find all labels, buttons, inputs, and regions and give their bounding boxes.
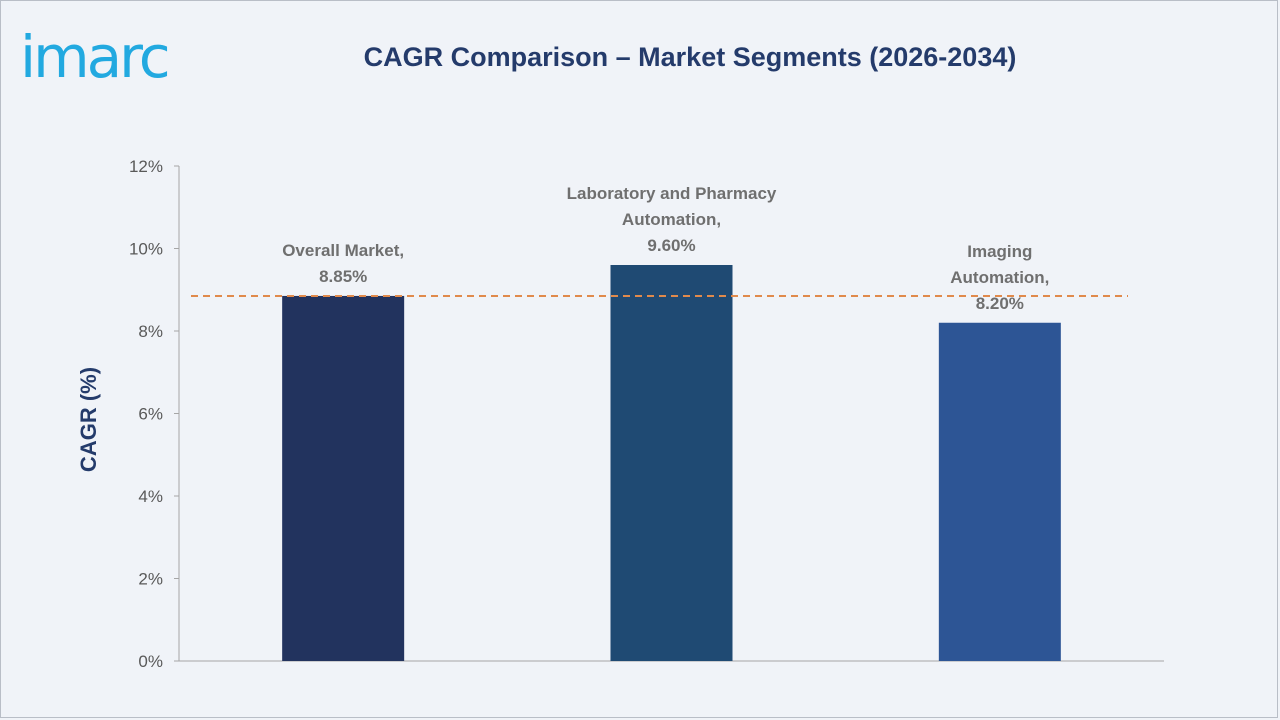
y-tick-label: 8% [138,322,163,341]
bar-data-label: Automation, [950,268,1049,287]
logo-text: imarc [20,23,171,91]
chart-title: CAGR Comparison – Market Segments (2026-… [363,42,1017,72]
bar [610,265,733,661]
imarc-logo: imarc [20,18,220,88]
bar-data-label: Imaging [967,242,1032,261]
y-tick-label: 2% [138,570,163,589]
y-axis-title: CAGR (%) [76,367,101,472]
bar-data-label: Laboratory and Pharmacy [567,184,777,203]
y-tick-label: 0% [138,652,163,671]
bar [938,322,1061,661]
y-tick-label: 4% [138,487,163,506]
y-tick-label: 10% [129,240,163,259]
bar-data-label: Overall Market, [282,241,404,260]
bar-data-label: 8.85% [319,267,367,286]
bar-data-label: 8.20% [976,294,1024,313]
y-tick-label: 12% [129,157,163,176]
y-tick-label: 6% [138,405,163,424]
bar-data-label: 9.60% [647,236,695,255]
bar-data-label: Automation, [622,210,721,229]
bar [282,295,405,661]
